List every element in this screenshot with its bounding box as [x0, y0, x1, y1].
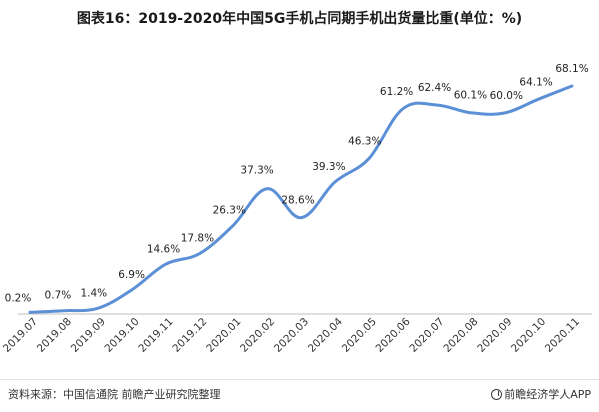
brand-logo-icon — [491, 389, 503, 400]
x-tick-2019-09: 2019.09 — [69, 316, 108, 355]
data-label-2020-03: 28.6% — [281, 195, 314, 207]
data-label-2019-11: 14.6% — [147, 243, 180, 255]
data-label-2020-04: 39.3% — [312, 161, 345, 173]
brand-credit: 前瞻经济学人APP — [491, 386, 591, 402]
data-label-2019-08: 0.7% — [45, 290, 72, 302]
chart-title: 图表16：2019-2020年中国5G手机占同期手机出货量比重(单位：%) — [76, 11, 523, 27]
data-label-2020-11: 68.1% — [555, 63, 588, 75]
data-label-2019-10: 6.9% — [118, 269, 145, 281]
brand-label: 前瞻经济学人APP — [504, 388, 591, 401]
x-tick-2020-06: 2020.06 — [374, 315, 413, 354]
x-tick-2020-09: 2020.09 — [475, 316, 514, 355]
data-label-2019-07: 0.2% — [5, 292, 32, 304]
x-tick-2020-08: 2020.08 — [441, 316, 480, 355]
data-label-2020-06: 61.2% — [380, 86, 413, 98]
x-tick-2019-11: 2019.11 — [136, 316, 175, 355]
series-line — [28, 84, 574, 314]
x-tick-2020-11: 2020.11 — [543, 316, 582, 355]
x-tick-2020-10: 2020.10 — [509, 316, 548, 355]
footer: 资料来源：中国信通院 前瞻产业研究院整理 前瞻经济学人APP — [0, 379, 599, 412]
x-tick-2019-12: 2019.12 — [170, 316, 209, 355]
data-label-2020-02: 37.3% — [240, 165, 273, 177]
data-label-2020-08: 60.1% — [454, 90, 487, 102]
data-label-2020-07: 62.4% — [418, 82, 451, 94]
data-label-2020-01: 26.3% — [213, 204, 246, 216]
x-tick-2019-07: 2019.07 — [1, 316, 40, 355]
x-tick-2020-04: 2020.04 — [306, 315, 345, 354]
x-tick-2020-05: 2020.05 — [340, 316, 379, 355]
data-label-2019-12: 17.8% — [181, 233, 214, 245]
data-labels: 0.2% 0.7% 1.4% 6.9% 14.6%17.8% 26.3% 37.3% 28.6… — [5, 63, 589, 304]
data-label-2020-09: 60.0% — [490, 90, 523, 102]
data-label-2019-09: 1.4% — [80, 287, 107, 299]
x-tick-2019-08: 2019.08 — [35, 316, 74, 355]
data-label-2020-05: 46.3% — [348, 136, 381, 148]
x-tick-2020-07: 2020.07 — [407, 316, 446, 355]
data-label-2020-10: 64.1% — [519, 76, 552, 88]
x-tick-2020-03: 2020.03 — [272, 316, 311, 355]
x-tick-labels: 2019.072019.082019.092019.102019.112019.… — [1, 315, 582, 354]
line-chart: 0.2% 0.7% 1.4% 6.9% 14.6%17.8% 26.3% 37.3% 28.6… — [1, 63, 592, 355]
x-tick-2020-01: 2020.01 — [204, 316, 243, 355]
source-note: 资料来源：中国信通院 前瞻产业研究院整理 — [8, 388, 221, 401]
x-tick-2019-10: 2019.10 — [103, 316, 142, 355]
x-tick-2020-02: 2020.02 — [238, 316, 277, 355]
